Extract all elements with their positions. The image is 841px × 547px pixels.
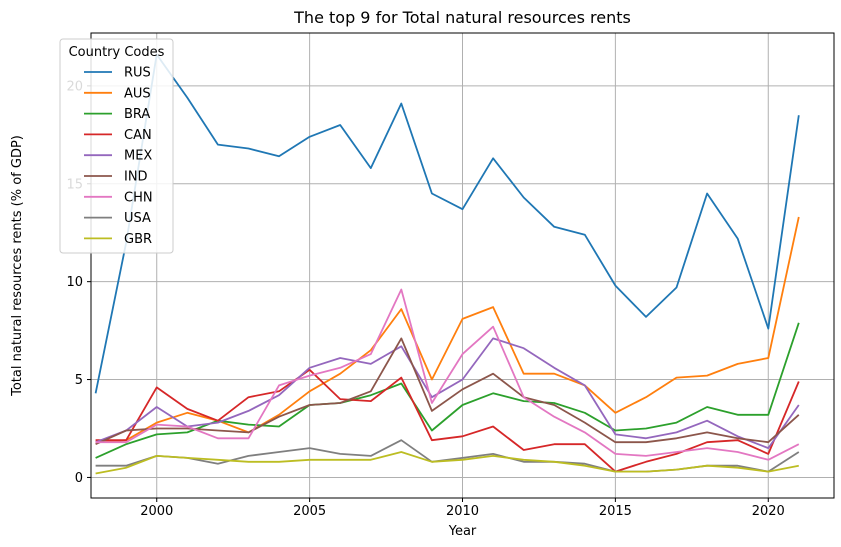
- chart-title: The top 9 for Total natural resources re…: [293, 8, 631, 27]
- legend-label-usa: USA: [124, 211, 151, 226]
- series-line-rus: [94, 53, 800, 394]
- legend-label-can: CAN: [124, 128, 152, 143]
- x-tick-label: 2000: [140, 504, 173, 519]
- legend-entries: RUS AUS BRA CAN MEX IND CHN USA GBR: [84, 66, 153, 247]
- legend: Country Codes RUS AUS BRA CAN MEX IND CHN USA GB…: [59, 38, 174, 254]
- x-tick-label: 2010: [446, 504, 479, 519]
- x-tick-label: 2015: [599, 504, 632, 519]
- series-line-mex: [95, 337, 800, 450]
- x-tick-label: 2020: [752, 504, 785, 519]
- grid: [91, 33, 834, 498]
- y-axis-label: Total natural resources rents (% of GDP): [10, 135, 25, 397]
- series-line-chn: [95, 288, 800, 461]
- x-tick-label: 2005: [293, 504, 326, 519]
- y-tick-label: 5: [75, 373, 83, 388]
- y-tick-label: 0: [75, 471, 83, 486]
- series-lines: [94, 53, 800, 475]
- legend-label-mex: MEX: [124, 149, 152, 164]
- legend-label-ind: IND: [124, 170, 148, 185]
- series-line-ind: [95, 337, 800, 446]
- series-line-gbr: [95, 451, 799, 475]
- y-tick-label: 10: [66, 275, 83, 290]
- legend-label-bra: BRA: [124, 107, 150, 122]
- legend-title: Country Codes: [69, 45, 165, 60]
- legend-label-aus: AUS: [124, 86, 151, 101]
- legend-box: [59, 38, 174, 254]
- legend-label-rus: RUS: [124, 66, 151, 81]
- x-axis-label: Year: [448, 524, 477, 539]
- legend-label-chn: CHN: [124, 190, 153, 205]
- legend-label-gbr: GBR: [124, 232, 152, 247]
